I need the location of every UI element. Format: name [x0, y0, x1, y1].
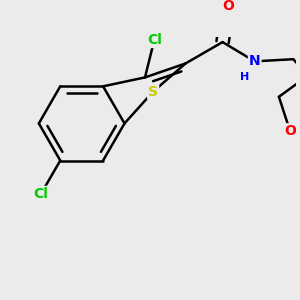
Text: N: N — [249, 54, 260, 68]
Text: H: H — [240, 72, 249, 82]
Text: O: O — [222, 0, 234, 13]
Text: Cl: Cl — [147, 33, 162, 47]
Text: S: S — [148, 85, 158, 99]
Text: Cl: Cl — [34, 187, 48, 201]
Text: O: O — [284, 124, 296, 138]
